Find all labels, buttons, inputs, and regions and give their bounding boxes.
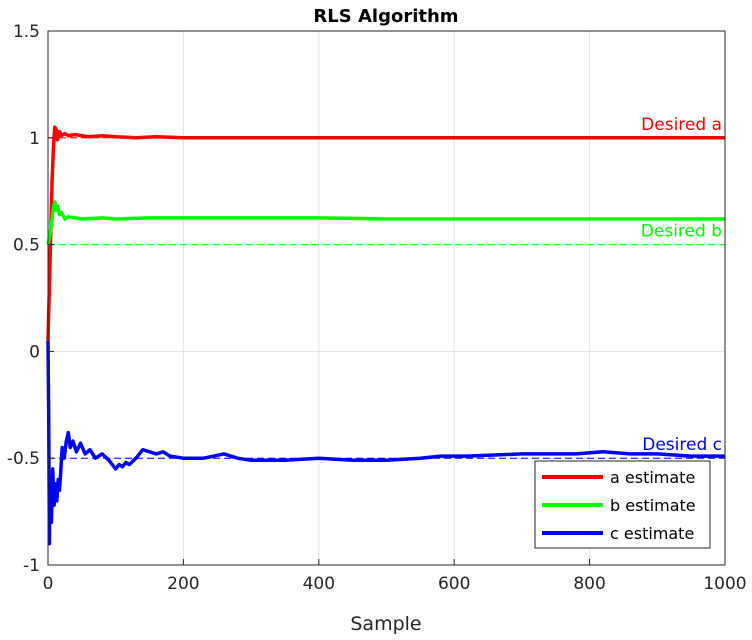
chart-title: RLS Algorithm xyxy=(313,6,458,27)
x-axis-ticks: 0 200 400 600 800 1000 xyxy=(43,559,747,594)
plot-frame xyxy=(47,30,726,566)
y-axis-ticks: -1 -0.5 0 0.5 1 1.5 xyxy=(7,22,54,576)
y-tick-label: 1 xyxy=(29,129,40,149)
y-tick-label: 0 xyxy=(29,342,40,362)
series-line xyxy=(46,340,725,546)
y-tick-label: -0.5 xyxy=(7,449,40,469)
legend-label: a estimate xyxy=(610,468,695,487)
legend-label: b estimate xyxy=(610,496,696,515)
reference-label: Desired c xyxy=(642,435,722,455)
x-tick-label: 200 xyxy=(167,574,199,594)
y-tick-label: 0.5 xyxy=(13,236,40,256)
y-tick-label: -1 xyxy=(23,556,40,576)
x-tick-label: 400 xyxy=(303,574,335,594)
legend: a estimate b estimate c estimate xyxy=(534,460,711,549)
reference-labels: Desired a Desired b Desired c xyxy=(641,115,722,455)
reference-label: Desired b xyxy=(641,222,722,242)
legend-label: c estimate xyxy=(610,524,694,543)
x-tick-label: 800 xyxy=(573,574,605,594)
reference-label: Desired a xyxy=(641,115,722,135)
series-line xyxy=(46,125,725,341)
x-tick-label: 0 xyxy=(43,574,54,594)
series-line xyxy=(46,200,725,245)
series-lines xyxy=(46,125,725,546)
x-tick-label: 1000 xyxy=(703,574,746,594)
x-tick-label: 600 xyxy=(438,574,470,594)
x-axis-title: Sample xyxy=(350,613,421,635)
y-tick-label: 1.5 xyxy=(13,22,40,42)
